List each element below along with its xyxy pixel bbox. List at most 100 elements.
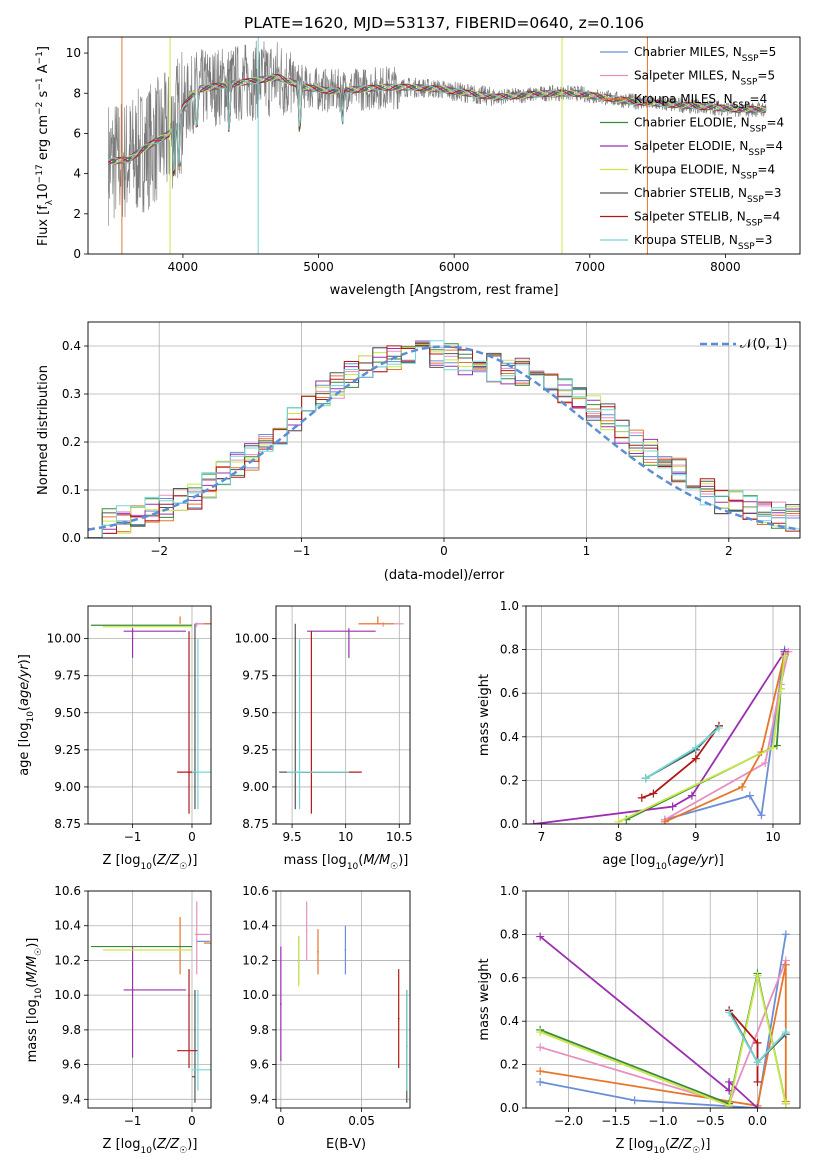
- y-tick-label: 9.00: [242, 780, 269, 794]
- panel-weight-vs-Z: −2.0 −1.5 −1.0 −0.5 0.0 0.0 0.2 0.4 0.6 0.8 1.0 mas…: [477, 884, 801, 1156]
- y-tick-label: 10.2: [242, 953, 269, 967]
- x-tick-label: 7: [538, 830, 546, 844]
- y-tick-label: 10.6: [242, 884, 269, 898]
- y-tick-label: 0.6: [500, 971, 519, 985]
- legend-entry-3: Chabrier ELODIE, NSSP=4: [634, 116, 784, 135]
- weight-marker: [745, 791, 754, 800]
- plot-area: [108, 37, 767, 254]
- model-spectrum-7: [108, 74, 766, 174]
- x-tick-label: 0: [277, 1114, 285, 1128]
- y-tick-label: 10.4: [242, 919, 269, 933]
- weight-line-0: [664, 649, 786, 821]
- y-tick-label: 9.8: [62, 1023, 81, 1037]
- y-tick-label: 10.6: [54, 884, 81, 898]
- y-tick-label: 0.8: [500, 643, 519, 657]
- weight-line-7: [641, 725, 720, 799]
- figure-title: PLATE=1620, MJD=53137, FIBERID=0640, z=0…: [244, 14, 644, 32]
- y-axis-label: mass [log10(M/M☉)]: [25, 938, 44, 1063]
- x-tick-label: −2.0: [554, 1114, 583, 1128]
- weight-marker: [781, 960, 790, 969]
- y-axis-label: mass weight: [477, 674, 492, 756]
- legend-entry-8: Kroupa STELIB, NSSP=3: [634, 233, 772, 252]
- weight-marker: [536, 1077, 545, 1086]
- x-tick-label: −2: [150, 544, 168, 558]
- weight-marker: [691, 743, 700, 752]
- grid: [276, 890, 410, 1108]
- y-tick-label: 9.75: [54, 669, 81, 683]
- grid: [88, 890, 211, 1108]
- y-tick-label: 6: [73, 126, 81, 140]
- axes-frame: [87, 605, 212, 825]
- y-tick-label: 4: [73, 167, 81, 181]
- y-tick-label: 9.25: [54, 743, 81, 757]
- weight-marker: [687, 791, 696, 800]
- axes-frame: [275, 890, 411, 1109]
- normal-curve: [88, 345, 800, 531]
- y-tick-label: 1.0: [500, 884, 519, 898]
- x-axis-label: mass [log10(M/M☉)]: [284, 853, 409, 872]
- y-tick-label: 0.8: [500, 927, 519, 941]
- y-axis-label: mass weight: [477, 958, 492, 1040]
- y-tick-label: 10.2: [54, 953, 81, 967]
- y-tick-label: 9.4: [250, 1092, 269, 1106]
- y-tick-label: 0.0: [500, 1101, 519, 1115]
- y-tick-label: 9.00: [54, 780, 81, 794]
- panel-mass-vs-EBV: 0 0.05 9.4 9.6 9.8 10.0 10.2 10.4 10.6 E(B-V): [242, 884, 411, 1152]
- weight-marker: [714, 724, 723, 733]
- y-tick-label: 0.2: [62, 435, 81, 449]
- weight-marker: [780, 652, 789, 661]
- plot-area: [536, 930, 790, 1108]
- y-tick-label: 0.0: [62, 531, 81, 545]
- y-tick-label: 9.75: [242, 669, 269, 683]
- x-tick-label: −1.0: [648, 1114, 677, 1128]
- x-tick-label: 6000: [439, 260, 470, 274]
- x-axis-label: (data-model)/error: [384, 568, 505, 583]
- weight-line-5: [539, 975, 787, 1108]
- y-tick-label: 8.75: [54, 817, 81, 831]
- legend: Chabrier MILES, NSSP=5 Salpeter MILES, NS…: [600, 45, 784, 252]
- x-tick-label: 9: [692, 830, 700, 844]
- legend-entry-7: Salpeter STELIB, NSSP=4: [634, 210, 780, 229]
- y-tick-label: 10.0: [242, 988, 269, 1002]
- x-tick-label: 7000: [575, 260, 606, 274]
- x-tick-label: −0.5: [696, 1114, 725, 1128]
- weight-marker: [725, 1077, 734, 1086]
- y-tick-label: 9.8: [250, 1023, 269, 1037]
- grid: [276, 606, 410, 825]
- y-tick-label: 0.0: [500, 817, 519, 831]
- panel-weight-vs-age: 7 8 9 10 0.0 0.2 0.4 0.6 0.8 1.0 mass weight age [l…: [477, 599, 801, 872]
- y-tick-label: 0.4: [500, 1014, 519, 1028]
- x-tick-label: 0.0: [748, 1114, 767, 1128]
- y-tick-label: 9.6: [62, 1058, 81, 1072]
- legend-entry-4: Salpeter ELODIE, NSSP=4: [634, 139, 783, 158]
- y-tick-label: 8.75: [242, 817, 269, 831]
- weight-marker: [725, 1008, 734, 1017]
- weight-line-2: [664, 653, 786, 823]
- panel-spectrum: 4000 5000 6000 7000 8000 0 2 4 6 8 10 Chabrier MILE…: [35, 36, 801, 298]
- weight-marker: [781, 930, 790, 939]
- y-tick-label: 0.2: [500, 1058, 519, 1072]
- weight-line-1: [664, 651, 790, 821]
- weight-marker: [536, 1043, 545, 1052]
- weight-line-4: [533, 651, 786, 824]
- x-tick-label: 4000: [168, 260, 199, 274]
- panel-age-vs-Z: −1 0 8.75 9.00 9.25 9.50 9.75 10.00 Z [log10(Z/Z…: [17, 605, 212, 872]
- y-axis-label: Flux [fλ10−17 erg cm−2 s−1 A−1]: [35, 46, 55, 246]
- y-tick-label: 0.1: [62, 483, 81, 497]
- panel-mass-vs-Z: −1 0 9.4 9.6 9.8 10.0 10.2 10.4 10.6 Z [log10(Z/Z…: [25, 884, 212, 1156]
- weight-marker: [637, 793, 646, 802]
- weight-marker: [753, 1077, 762, 1086]
- x-tick-label: 1: [583, 544, 591, 558]
- axes-frame: [87, 890, 212, 1109]
- legend-entry-1: Salpeter MILES, NSSP=5: [634, 69, 775, 88]
- y-tick-label: 9.4: [62, 1092, 81, 1106]
- x-tick-label: 8000: [710, 260, 741, 274]
- x-axis-label: Z [log10(Z/Z☉)]: [103, 1137, 198, 1156]
- x-axis-label: Z [log10(Z/Z☉)]: [103, 853, 198, 872]
- weight-marker: [757, 811, 766, 820]
- legend-entry-5: Kroupa ELODIE, NSSP=4: [634, 163, 775, 182]
- weight-marker: [536, 932, 545, 941]
- x-axis-label: wavelength [Angstrom, rest frame]: [330, 283, 559, 298]
- axes-frame: [525, 605, 801, 825]
- legend-normal-label: 𝒩(0, 1): [740, 337, 787, 352]
